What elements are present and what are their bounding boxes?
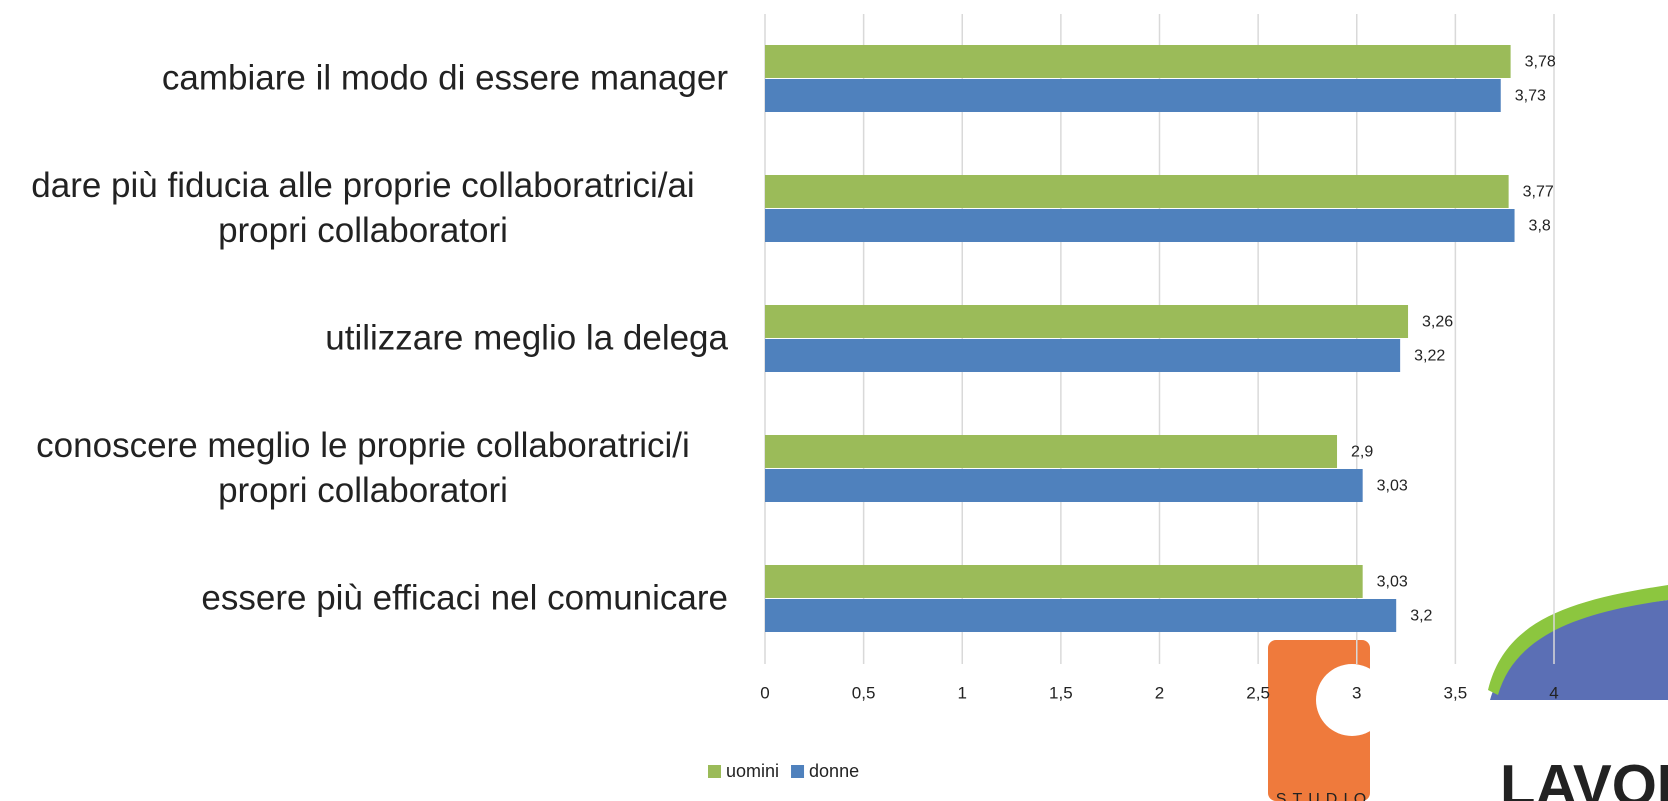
x-tick-label: 3,5 [1444,683,1468,702]
category-label: essere più efficaci nel comunicare [201,578,728,618]
category-label-box: conoscere meglio le proprie collaboratri… [0,424,728,514]
category-label: conoscere meglio le proprie collaboratri… [36,426,690,510]
bar [765,45,1511,78]
bar [765,305,1409,338]
logo-shape [1490,600,1668,700]
x-tick-label: 2 [1155,683,1164,702]
bar [765,599,1397,632]
legend-swatch [708,765,721,778]
bar [765,435,1338,468]
data-label: 3,03 [1377,574,1408,591]
x-tick-label: 2,5 [1246,683,1270,702]
data-label: 3,77 [1523,184,1554,201]
data-label: 3,22 [1414,348,1445,365]
category-label-box: cambiare il modo di essere manager [0,57,728,102]
data-label: 3,03 [1377,478,1408,495]
legend-swatch [791,765,805,778]
x-tick-label: 0 [760,683,769,702]
bar [765,209,1515,242]
category-label: cambiare il modo di essere manager [161,58,728,98]
category-label: dare più fiducia alle proprie collaborat… [31,166,695,250]
category-label-box: dare più fiducia alle proprie collaborat… [0,164,728,254]
data-label: 3,8 [1529,218,1551,235]
legend-label: uomini [726,761,779,781]
logo-text: STUDIO [1276,791,1372,801]
category-label-box: utilizzare meglio la delega [0,317,728,362]
x-tick-label: 0,5 [852,683,876,702]
legend-label: donne [809,761,859,781]
x-tick-label: 3 [1352,683,1361,702]
bar [765,339,1401,372]
category-label: utilizzare meglio la delega [325,318,728,358]
bar [765,79,1501,112]
logo-shape [1488,585,1668,695]
logo-shape [1316,664,1388,736]
category-label-box: essere più efficaci nel comunicare [0,577,728,622]
data-label: 3,26 [1422,314,1453,331]
logo-text: LAVORO [1500,753,1668,801]
data-label: 3,73 [1515,88,1546,105]
bar [765,175,1509,208]
x-tick-label: 1,5 [1049,683,1073,702]
bar [765,469,1363,502]
x-tick-label: 1 [958,683,967,702]
x-tick-label: 4 [1549,683,1558,702]
data-label: 2,9 [1351,444,1373,461]
bar [765,565,1363,598]
data-label: 3,2 [1410,608,1432,625]
data-label: 3,78 [1525,54,1556,71]
